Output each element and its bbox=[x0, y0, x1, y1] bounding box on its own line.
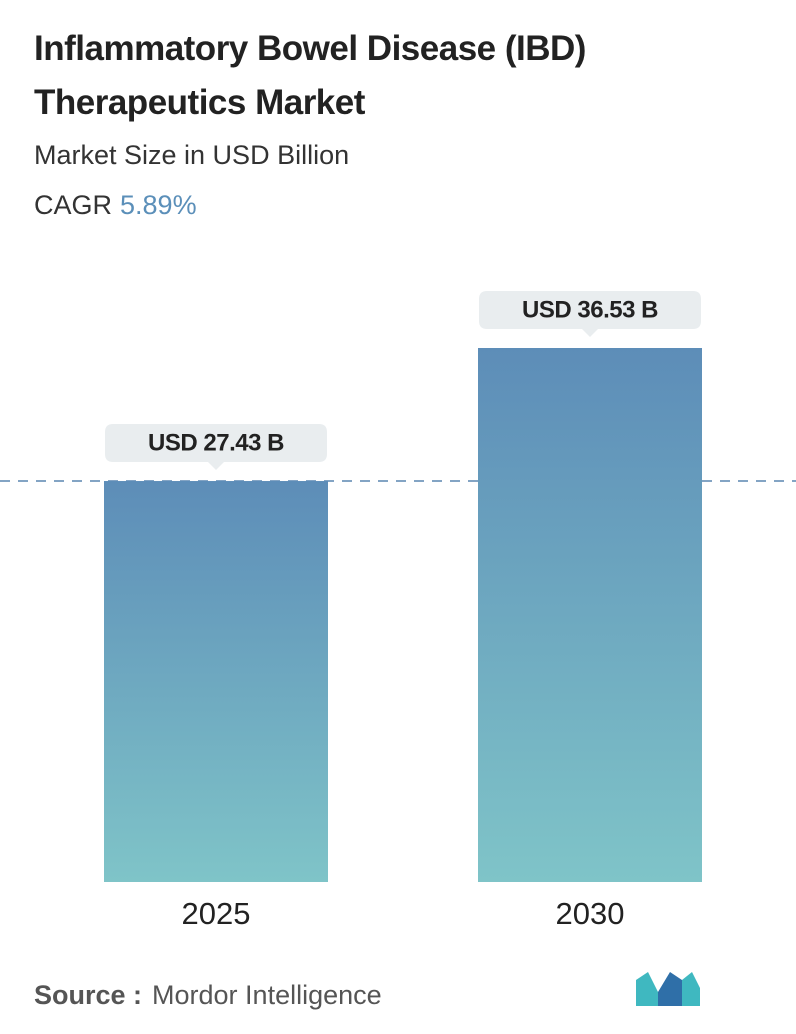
x-tick-label: 2025 bbox=[182, 896, 251, 931]
source-label: Source : bbox=[34, 980, 143, 1010]
cagr: CAGR 5.89% bbox=[34, 190, 197, 221]
logo bbox=[636, 972, 700, 1006]
value-label-box bbox=[479, 291, 701, 337]
value-label: USD 27.43 B bbox=[148, 429, 284, 456]
value-label: USD 36.53 B bbox=[522, 296, 658, 323]
cagr-value: 5.89% bbox=[120, 190, 197, 220]
source: Source : Mordor Intelligence bbox=[34, 980, 382, 1011]
source-value: Mordor Intelligence bbox=[152, 980, 382, 1010]
bar bbox=[104, 481, 328, 882]
cagr-label: CAGR bbox=[34, 190, 113, 220]
chart-subtitle: Market Size in USD Billion bbox=[34, 140, 350, 170]
chart-title: Inflammatory Bowel Disease (IBD) Therape… bbox=[34, 29, 586, 122]
x-tick-label: 2030 bbox=[556, 896, 625, 931]
value-label-box bbox=[105, 424, 327, 471]
bar bbox=[478, 348, 702, 882]
